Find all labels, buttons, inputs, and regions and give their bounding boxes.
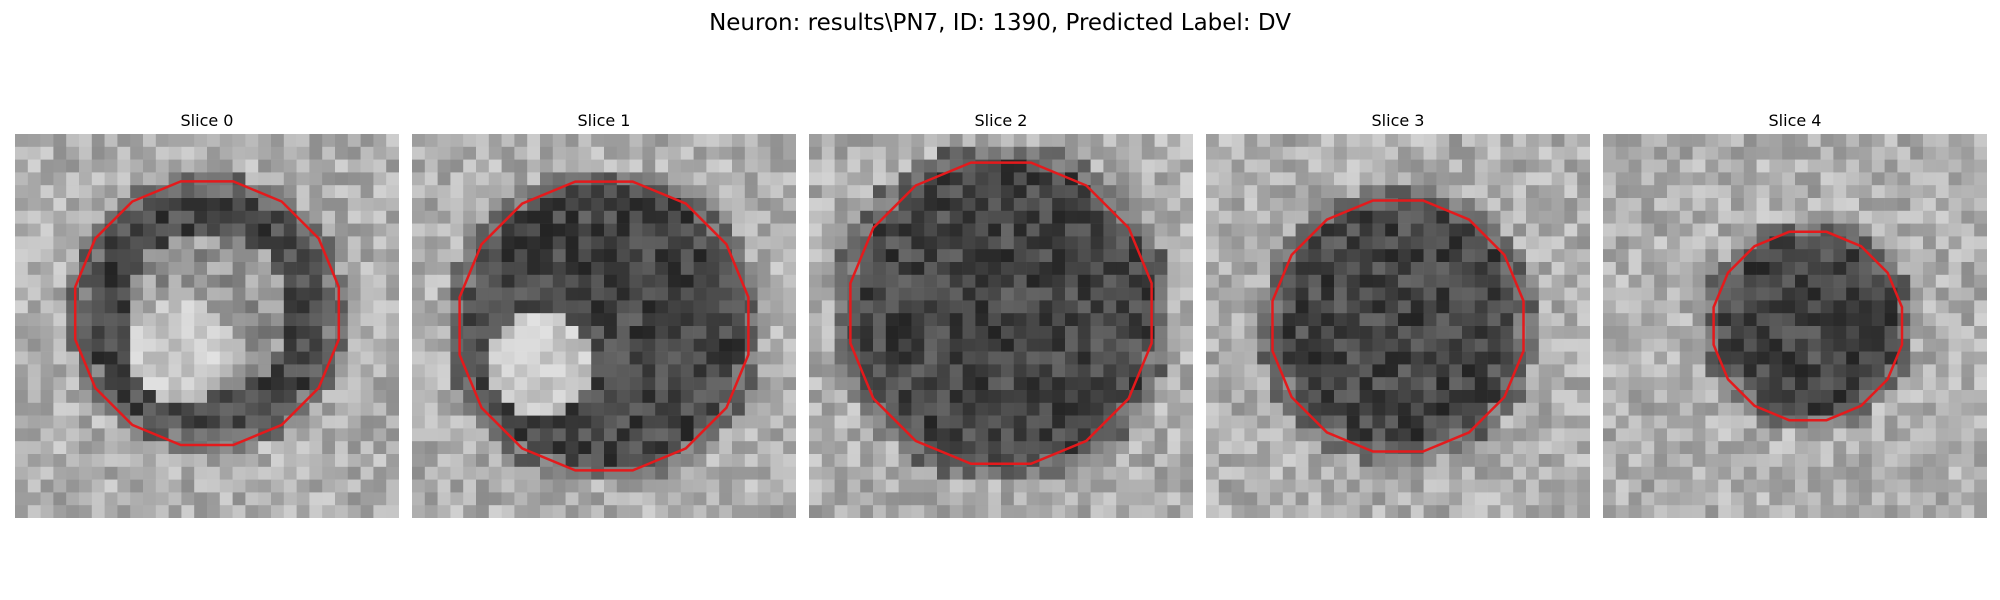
- slice-image: [1603, 134, 1987, 518]
- slice-image: [1206, 134, 1590, 518]
- slice-title: Slice 1: [577, 111, 631, 130]
- neuron-contour: [849, 161, 1153, 466]
- slice-title: Slice 0: [180, 111, 234, 130]
- slice-panel-1: Slice 1: [412, 108, 796, 518]
- figure-title: Neuron: results\PN7, ID: 1390, Predicted…: [709, 10, 1291, 36]
- slice-title: Slice 3: [1371, 111, 1425, 130]
- slice-title: Slice 4: [1768, 111, 1822, 130]
- neuron-contour: [1712, 230, 1904, 422]
- neuron-contour: [1271, 199, 1525, 453]
- slice-image: [15, 134, 399, 518]
- slice-title: Slice 2: [974, 111, 1028, 130]
- slice-panel-4: Slice 4: [1603, 108, 1987, 518]
- slice-image: [412, 134, 796, 518]
- neuron-contour: [458, 180, 750, 472]
- slice-panel-2: Slice 2: [809, 108, 1193, 518]
- neuron-contour: [73, 180, 341, 447]
- slice-panel-0: Slice 0: [15, 108, 399, 518]
- slice-image: [809, 134, 1193, 518]
- slice-panel-3: Slice 3: [1206, 108, 1590, 518]
